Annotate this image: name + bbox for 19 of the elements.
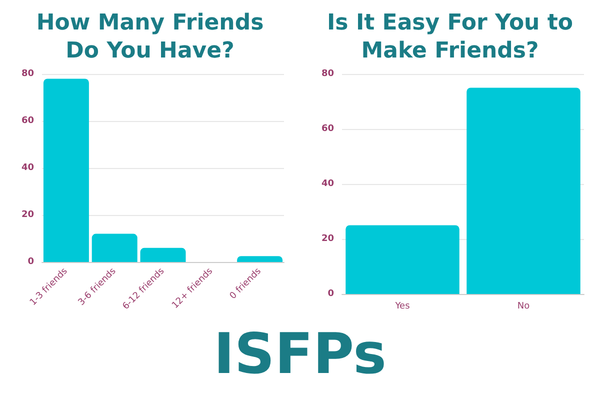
bar: [140, 248, 186, 262]
y-tick-label: 80: [321, 69, 334, 79]
bar: [43, 78, 89, 262]
text: ISFPs: [212, 321, 388, 389]
x-tick-label: Yes: [394, 302, 410, 312]
y-tick-label: 20: [321, 234, 334, 244]
chart-title: Is It Easy For You to Make Friends?: [326, 10, 574, 64]
y-tick-label: 0: [28, 257, 34, 267]
y-tick-label: 40: [321, 179, 334, 189]
y-tick-label: 0: [328, 289, 334, 299]
x-tick-label: No: [517, 302, 530, 312]
y-tick-label: 60: [321, 124, 334, 134]
y-tick-label: 80: [21, 69, 34, 79]
chart-title: How Many Friends Do You Have?: [36, 10, 264, 64]
bar: [92, 234, 138, 262]
y-tick-label: 60: [21, 116, 34, 126]
y-tick-label: 40: [21, 163, 34, 173]
y-tick-label: 20: [21, 210, 34, 220]
bar: [237, 256, 283, 262]
